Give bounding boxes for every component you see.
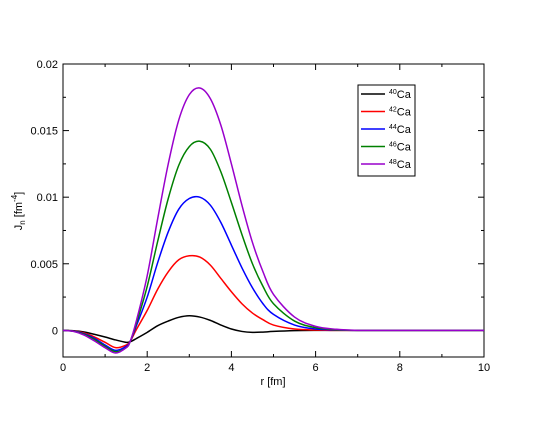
series-line-44-ca <box>62 195 485 352</box>
x-tick-label: 6 <box>313 362 319 374</box>
x-tick-label: 8 <box>397 362 403 374</box>
legend-entry-sup: 46 <box>389 142 397 149</box>
y-axis-label-sub: n <box>18 220 27 224</box>
legend-entry-base: Ca <box>397 159 412 171</box>
legend-entry: 46Ca <box>389 142 412 154</box>
y-axis-label: Jn [fm-4] <box>10 192 27 230</box>
x-tick-label: 0 <box>60 362 66 374</box>
x-axis: 0 2 4 6 8 10 <box>60 64 490 374</box>
legend-entry-sup: 44 <box>389 124 397 131</box>
legend-entry-base: Ca <box>397 124 412 136</box>
series-line-40-ca <box>62 314 485 344</box>
y-tick-label: 0.015 <box>30 126 58 138</box>
legend-entry: 42Ca <box>389 107 412 119</box>
x-axis-label: r [fm] <box>260 376 285 388</box>
legend-entry-sup: 40 <box>389 89 397 96</box>
x-tick-label: 2 <box>144 362 150 374</box>
legend-entry-base: Ca <box>397 142 412 154</box>
x-tick-label: 10 <box>478 362 490 374</box>
series-line-42-ca <box>62 254 485 349</box>
y-axis-label-unit-close: ] <box>13 192 25 195</box>
x-tick-label: 4 <box>228 362 234 374</box>
legend-entry-sup: 42 <box>389 107 397 114</box>
y-axis-label-unit-open: [fm <box>13 202 25 220</box>
y-axis-label-main: J <box>13 225 25 231</box>
legend-entry: 48Ca <box>389 159 412 171</box>
legend-entry-sup: 48 <box>389 159 397 166</box>
plot-frame <box>62 63 485 358</box>
legend-entry-base: Ca <box>397 89 412 101</box>
y-tick-label: 0.005 <box>30 259 58 271</box>
legend-entry-base: Ca <box>397 107 412 119</box>
series-lines <box>62 87 485 354</box>
y-tick-label: 0.02 <box>37 59 58 71</box>
legend-entry: 40Ca <box>389 89 412 101</box>
y-tick-label: 0.01 <box>37 192 58 204</box>
series-line-46-ca <box>62 140 485 353</box>
series-line-48-ca <box>62 87 485 354</box>
legend-box <box>357 84 416 177</box>
legend-entry: 44Ca <box>389 124 412 136</box>
y-axis-label-unit-exp: -4 <box>10 194 19 202</box>
y-tick-label: 0 <box>52 325 58 337</box>
